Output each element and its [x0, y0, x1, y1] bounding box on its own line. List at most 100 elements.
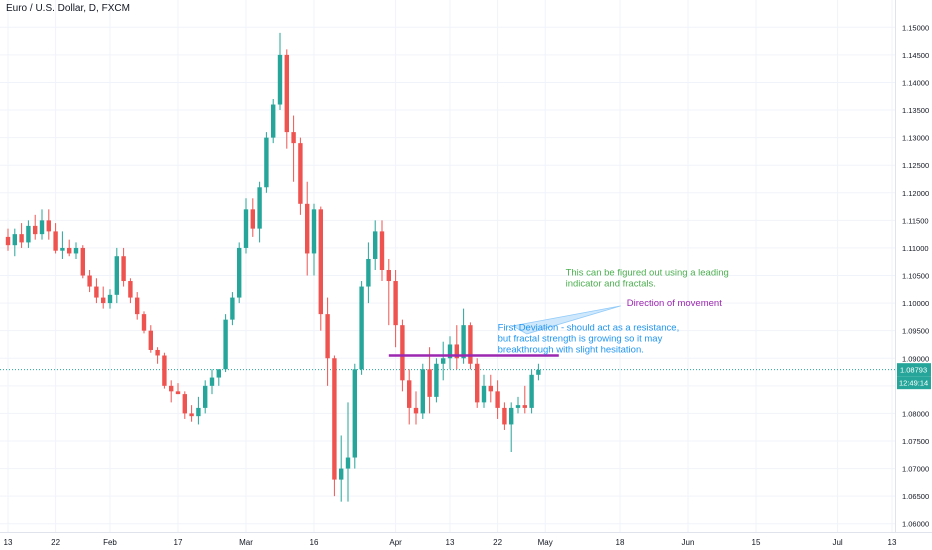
candle-down[interactable]: [148, 325, 153, 353]
candle-down[interactable]: [332, 355, 337, 497]
candle-up[interactable]: [352, 363, 357, 469]
candle-down[interactable]: [135, 292, 140, 320]
candle-up[interactable]: [359, 281, 364, 375]
candle-down[interactable]: [169, 380, 174, 403]
candle-down[interactable]: [101, 286, 106, 309]
candle-up[interactable]: [107, 289, 113, 309]
candle-up[interactable]: [277, 32, 283, 111]
candle-down[interactable]: [162, 352, 167, 389]
candle-down[interactable]: [413, 391, 419, 425]
candle-body: [135, 297, 140, 315]
candle-up[interactable]: [237, 242, 242, 304]
candle-down[interactable]: [94, 278, 99, 304]
candle-down[interactable]: [407, 369, 412, 425]
candle-body: [250, 209, 255, 229]
candle-down[interactable]: [53, 223, 58, 254]
candle-down[interactable]: [386, 258, 391, 326]
candle-down[interactable]: [182, 391, 187, 419]
annotations[interactable]: This can be figured out using a leading i…: [498, 268, 729, 356]
candle-body: [386, 270, 391, 282]
candle-down[interactable]: [33, 214, 38, 240]
candle-up[interactable]: [311, 203, 317, 276]
candle-up[interactable]: [114, 247, 119, 304]
x-tick-label: 16: [310, 538, 319, 547]
candle-body: [461, 325, 466, 359]
candle-down[interactable]: [495, 380, 500, 419]
candle-down[interactable]: [175, 383, 181, 395]
candle-down[interactable]: [46, 209, 51, 240]
candle-down[interactable]: [128, 278, 133, 304]
candle-down[interactable]: [325, 297, 330, 386]
candle-up[interactable]: [481, 374, 487, 408]
candle-down[interactable]: [80, 245, 85, 279]
candle-down[interactable]: [427, 347, 432, 414]
candle-up[interactable]: [257, 181, 262, 243]
candle-down[interactable]: [19, 223, 24, 248]
candle-up[interactable]: [223, 314, 228, 373]
annotation-text[interactable]: This can be figured out using a leading i…: [566, 268, 729, 290]
candle-down[interactable]: [298, 137, 303, 215]
candle-up[interactable]: [73, 242, 79, 259]
candle-down[interactable]: [522, 385, 527, 414]
candle-down[interactable]: [468, 322, 473, 370]
candle-up[interactable]: [345, 402, 351, 502]
candle-down[interactable]: [488, 374, 493, 403]
candle-up[interactable]: [366, 242, 371, 304]
candle-up[interactable]: [515, 396, 521, 414]
candle-up[interactable]: [196, 396, 201, 425]
candle-up[interactable]: [271, 99, 276, 144]
direction-arrow-shape[interactable]: [511, 305, 621, 335]
annotation-text[interactable]: Direction of movement: [627, 298, 722, 309]
y-tick-label: 1.11000: [902, 244, 929, 253]
candle-down[interactable]: [393, 270, 398, 348]
candle-up[interactable]: [434, 358, 439, 403]
candle-up[interactable]: [60, 231, 65, 259]
candle-down[interactable]: [189, 405, 194, 422]
candle-down[interactable]: [250, 198, 255, 237]
candle-body: [352, 369, 357, 458]
y-axis: 1.15000 1.14500 1.14000 1.13500 1.13000 1.125…: [902, 23, 929, 528]
candle-body: [271, 104, 276, 138]
candle-up[interactable]: [529, 369, 534, 414]
candle-down[interactable]: [141, 311, 147, 334]
candle-body: [46, 220, 51, 232]
candle-up[interactable]: [264, 132, 269, 193]
candle-up[interactable]: [441, 341, 446, 381]
candle-body: [209, 377, 215, 386]
candle-up[interactable]: [509, 402, 514, 453]
candle-down[interactable]: [502, 402, 507, 430]
candle-down[interactable]: [5, 228, 11, 251]
candle-down[interactable]: [291, 115, 296, 182]
candle-down[interactable]: [379, 220, 385, 282]
candle-down[interactable]: [284, 49, 289, 149]
candle-down[interactable]: [121, 247, 126, 287]
annotation-text[interactable]: First Deviation - should act as a resist…: [498, 323, 680, 356]
candle-down[interactable]: [475, 358, 480, 408]
candle-up[interactable]: [209, 369, 215, 395]
candle-up[interactable]: [39, 209, 45, 240]
candle-body: [502, 407, 507, 425]
candle-up[interactable]: [12, 228, 17, 257]
candle-up[interactable]: [447, 336, 453, 370]
y-tick-label: 1.12500: [902, 161, 929, 170]
candle-up[interactable]: [216, 369, 221, 386]
candle-down[interactable]: [155, 347, 160, 364]
candle-up[interactable]: [230, 292, 235, 326]
candle-body: [311, 209, 317, 254]
candle-up[interactable]: [26, 220, 31, 248]
x-tick-label: Jul: [832, 538, 842, 547]
candle-up[interactable]: [203, 380, 208, 414]
candle-up[interactable]: [243, 198, 249, 254]
x-tick-label: 22: [493, 538, 502, 547]
candle-up[interactable]: [339, 435, 344, 502]
candle-up[interactable]: [536, 363, 541, 381]
candle-up[interactable]: [373, 220, 378, 270]
candle-down[interactable]: [87, 270, 92, 293]
candle-down[interactable]: [454, 325, 459, 370]
candle-down[interactable]: [318, 206, 323, 331]
candle-body: [175, 391, 181, 395]
candle-down[interactable]: [67, 239, 72, 257]
candle-down[interactable]: [305, 181, 310, 276]
candle-up[interactable]: [420, 363, 425, 419]
